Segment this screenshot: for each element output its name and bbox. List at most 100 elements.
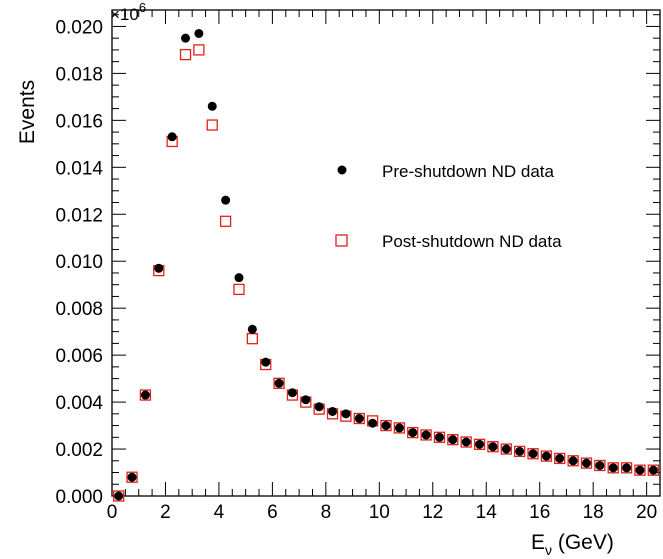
pre-shutdown-point (194, 28, 204, 38)
post-shutdown-point (273, 377, 285, 389)
post-shutdown-point (500, 443, 512, 455)
post-shutdown-point (487, 441, 499, 453)
pre-shutdown-point (555, 453, 565, 463)
pre-shutdown-point (608, 463, 618, 473)
post-shutdown-point (527, 448, 539, 460)
y-tick-label: 0.000 (55, 487, 103, 508)
y-tick-label: 0.008 (55, 299, 103, 320)
legend-marker-post-shutdown (335, 234, 348, 247)
pre-shutdown-point (648, 465, 658, 475)
post-shutdown-point (634, 464, 646, 476)
x-axis-label-subscript: ν (545, 542, 552, 558)
x-axis-label-symbol: E (531, 531, 545, 554)
pre-shutdown-point (501, 444, 511, 454)
pre-shutdown-point (434, 432, 444, 442)
post-shutdown-point (380, 419, 392, 432)
legend-marker-pre-shutdown (337, 165, 347, 175)
y-tick-label: 0.006 (55, 346, 103, 367)
y-tick-label: 0.018 (55, 64, 103, 85)
post-shutdown-point (219, 215, 232, 227)
pre-shutdown-point (114, 491, 124, 501)
post-shutdown-point (233, 283, 245, 296)
post-shutdown-point (407, 426, 419, 439)
pre-shutdown-point (635, 465, 645, 475)
pre-shutdown-point (595, 460, 605, 470)
x-tick-label: 20 (636, 502, 657, 523)
pre-shutdown-point (528, 449, 538, 459)
x-tick-label: 2 (160, 502, 171, 523)
legend: Pre-shutdown ND data Post-shutdown ND dat… (335, 162, 562, 251)
post-shutdown-point (179, 48, 192, 61)
plot-border (111, 9, 661, 497)
pre-shutdown-point (207, 101, 217, 111)
pre-shutdown-point (341, 409, 351, 419)
pre-shutdown-point (154, 263, 164, 273)
x-tick-label: 6 (267, 502, 278, 523)
x-tick-label: 0 (107, 502, 118, 523)
y-axis-multiplier: ×106 (110, 0, 146, 24)
pre-shutdown-point (261, 357, 271, 367)
y-tick-label: 0.012 (55, 205, 103, 226)
x-axis-label-unit: (GeV) (552, 531, 614, 554)
pre-shutdown-point (475, 439, 485, 449)
pre-shutdown-point (234, 273, 244, 283)
x-tick-label: 12 (422, 502, 443, 523)
x-tick-label: 8 (321, 502, 332, 523)
y-axis-label: Events (16, 80, 39, 144)
post-shutdown-point (139, 389, 152, 401)
y-axis-multiplier-exponent: 6 (139, 0, 146, 15)
post-shutdown-point (620, 462, 633, 474)
y-tick-label: 0.002 (55, 440, 103, 461)
pre-shutdown-point (515, 446, 525, 456)
post-shutdown-point (473, 438, 486, 450)
post-shutdown-point (554, 452, 566, 465)
pre-shutdown-point (421, 430, 431, 440)
post-shutdown-point (460, 436, 472, 448)
legend-label-pre-shutdown: Pre-shutdown ND data (382, 162, 555, 181)
pre-shutdown-point (381, 421, 391, 431)
pre-shutdown-point (394, 423, 404, 433)
pre-shutdown-point (581, 458, 591, 468)
post-shutdown-point (594, 459, 606, 472)
pre-shutdown-point (287, 388, 297, 398)
pre-shutdown-point (167, 132, 177, 142)
x-tick-label: 10 (369, 502, 390, 523)
post-shutdown-point (580, 457, 593, 469)
axis-ticks: 0 2 4 6 8 10 12 14 16 18 20 0.000 0.002 0.004 0.006 0.0… (55, 10, 661, 523)
post-shutdown-point (433, 431, 446, 443)
x-tick-label: 4 (214, 502, 225, 523)
x-axis-label: Eν (GeV) (531, 531, 614, 558)
pre-shutdown-point (448, 435, 458, 445)
post-shutdown-point (393, 422, 406, 434)
pre-shutdown-point (541, 451, 551, 461)
pre-shutdown-point (314, 402, 324, 412)
pre-shutdown-point (328, 406, 338, 416)
y-tick-label: 0.020 (55, 17, 103, 38)
pre-shutdown-point (461, 437, 471, 447)
legend-label-post-shutdown: Post-shutdown ND data (382, 232, 562, 251)
pre-shutdown-point (140, 390, 150, 400)
post-shutdown-point (420, 429, 432, 441)
post-shutdown-point (607, 462, 619, 474)
post-shutdown-point (206, 119, 218, 131)
post-shutdown-point (647, 464, 659, 476)
post-shutdown-point (113, 490, 125, 502)
plot-frame (111, 9, 661, 497)
post-shutdown-point (540, 450, 553, 462)
x-tick-label: 18 (583, 502, 604, 523)
pre-shutdown-point (368, 418, 378, 428)
y-tick-label: 0.004 (55, 393, 103, 414)
post-shutdown-point (514, 445, 526, 458)
axis-labels: ×106 Events Eν (GeV) (16, 0, 614, 558)
x-tick-label: 14 (476, 502, 498, 523)
y-tick-label: 0.016 (55, 111, 103, 132)
pre-shutdown-point (622, 463, 632, 473)
post-shutdown-point (246, 333, 258, 345)
pre-shutdown-point (181, 33, 191, 43)
pre-shutdown-point (568, 456, 578, 466)
post-shutdown-point (126, 471, 138, 483)
y-tick-label: 0.010 (55, 252, 103, 273)
pre-shutdown-point (221, 195, 231, 205)
post-shutdown-point (567, 455, 579, 467)
